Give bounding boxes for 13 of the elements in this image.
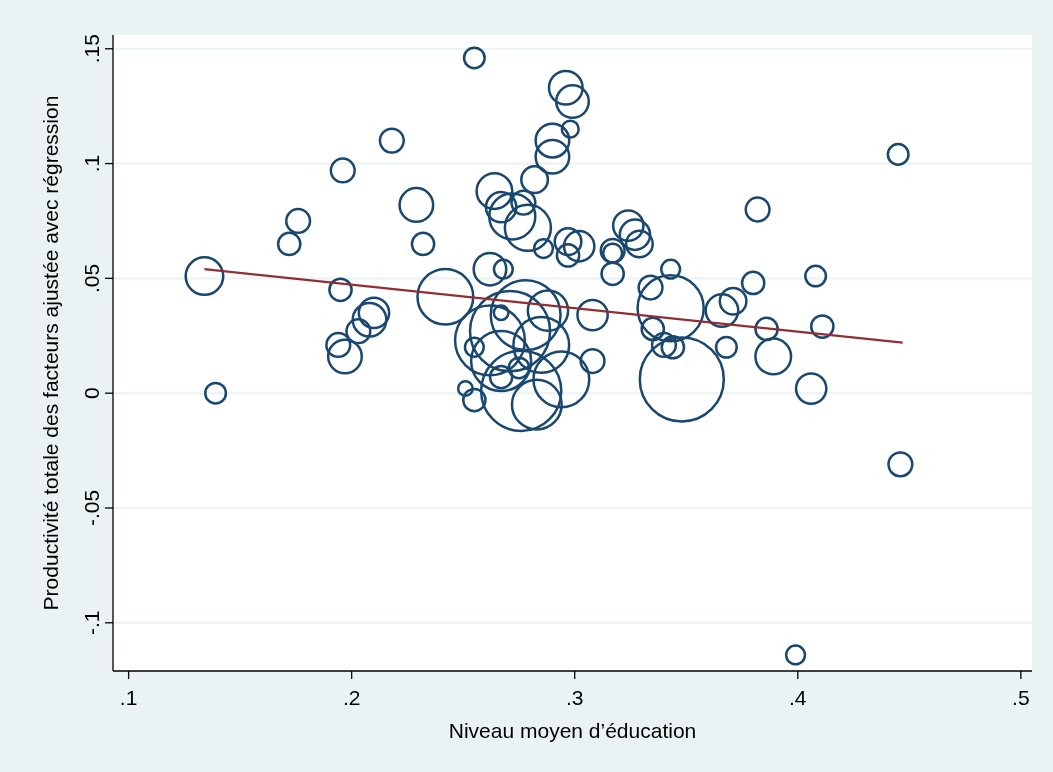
y-tick-label: 0 — [80, 387, 103, 400]
y-tick-label: .15 — [80, 34, 103, 64]
x-tick-label: .4 — [789, 686, 807, 709]
y-tick-label: .05 — [80, 263, 103, 293]
x-tick-label: .3 — [565, 686, 584, 709]
x-axis-title: Niveau moyen d’éducation — [448, 719, 697, 742]
x-tick-label: .5 — [1012, 686, 1030, 709]
y-tick-label: -.1 — [80, 610, 103, 636]
y-axis-title: Productivité totale des facteurs ajustée avec régression — [39, 95, 62, 611]
y-tick-label: -.05 — [80, 489, 103, 527]
x-tick-label: .2 — [342, 686, 361, 709]
x-tick-label: .1 — [119, 686, 138, 709]
y-tick-label: .1 — [80, 154, 103, 173]
